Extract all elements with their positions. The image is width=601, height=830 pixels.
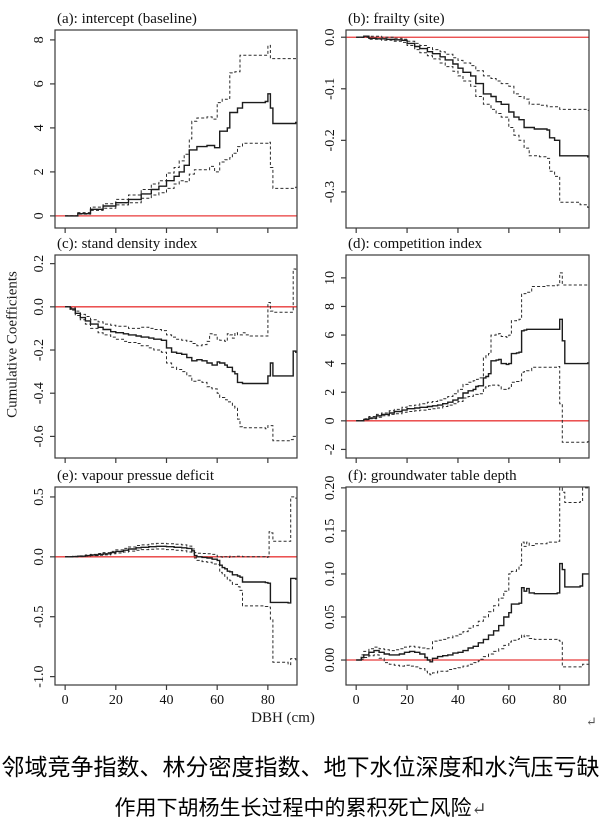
y-tick-label: -0.1 — [323, 78, 338, 100]
line-break-mark: ↵ — [586, 714, 597, 729]
y-tick-label: 0 — [323, 417, 338, 424]
panel-e-border — [54, 486, 298, 686]
y-tick-label: -0.6 — [32, 425, 47, 447]
x-tick-label: 0 — [353, 693, 360, 708]
estimate-curve — [65, 545, 297, 604]
x-tick-label: 40 — [159, 693, 173, 708]
panel-b-title: (b): frailty (site) — [348, 11, 445, 27]
estimate-curve — [65, 93, 297, 217]
y-tick-label: 0.15 — [323, 519, 338, 544]
y-tick-label: 2 — [32, 168, 47, 175]
y-tick-label: 0.0 — [323, 28, 338, 46]
x-tick-label: 40 — [451, 693, 465, 708]
lower-confidence-band — [65, 141, 297, 217]
y-tick-label: 0 — [32, 212, 47, 219]
x-tick-label: 80 — [553, 693, 567, 708]
x-axis-title: DBH (cm) — [251, 710, 315, 726]
x-tick-label: 20 — [400, 693, 414, 708]
upper-confidence-band — [65, 44, 297, 217]
lower-confidence-band — [65, 306, 297, 442]
y-tick-label: -0.5 — [32, 606, 47, 628]
statistical-figure: (a): intercept (baseline) 0 2 4 6 8 (b): frail… — [4, 11, 597, 729]
y-tick-label: 0.10 — [323, 562, 338, 587]
y-tick-label: -2 — [323, 444, 338, 456]
upper-confidence-band — [65, 268, 297, 347]
caption-text: 作用下胡杨生长过程中的累积死亡风险 — [114, 796, 472, 820]
estimate-curve — [356, 562, 589, 663]
y-tick-label: -0.2 — [32, 339, 47, 361]
panel-f-border — [345, 486, 590, 686]
panel-d-title: (d): competition index — [348, 236, 483, 252]
y-tick-label: 6 — [32, 80, 47, 87]
panel-e: (e): vapour pressue deficit 0 20 40 60 80 0.5 0… — [32, 468, 298, 708]
panel-b: (b): frailty (site) 0.0 -0.1 -0.2 -0.3 — [323, 11, 590, 233]
panel-b-border — [345, 29, 590, 229]
upper-confidence-band — [356, 272, 589, 422]
panel-a-border — [54, 29, 298, 229]
y-tick-label: 2 — [323, 389, 338, 396]
y-tick-label: 0.5 — [32, 488, 47, 506]
x-tick-label: 80 — [261, 693, 275, 708]
panel-f: (f): groundwater table depth 0 20 40 60 80 0.2… — [323, 468, 590, 708]
lower-confidence-band — [356, 366, 589, 443]
paragraph-return-mark: ↵ — [471, 799, 487, 819]
y-tick-label: 10 — [323, 271, 338, 285]
lower-confidence-band — [356, 634, 589, 676]
y-tick-label: 8 — [32, 36, 47, 43]
estimate-curve — [65, 306, 297, 385]
x-tick-label: 60 — [210, 693, 224, 708]
figure-caption-line-1: 邻域竞争指数、林分密度指数、地下水位深度和水汽压亏缺 — [1, 755, 600, 780]
estimate-curve — [356, 35, 589, 158]
y-tick-label: 0.2 — [32, 255, 47, 273]
y-tick-label: 0.0 — [32, 298, 47, 316]
upper-confidence-band — [356, 35, 589, 111]
upper-confidence-band — [65, 496, 297, 558]
estimate-curve — [356, 318, 589, 422]
figure-caption-line-2: 作用下胡杨生长过程中的累积死亡风险↵ — [0, 792, 601, 822]
upper-confidence-band — [356, 487, 589, 661]
y-tick-label: -1.0 — [32, 666, 47, 688]
y-tick-label: 4 — [32, 124, 47, 131]
y-tick-label: 0.05 — [323, 605, 338, 630]
panel-a-title: (a): intercept (baseline) — [57, 11, 197, 27]
x-tick-label: 0 — [62, 693, 69, 708]
y-tick-label: 0.00 — [323, 648, 338, 673]
panel-c: (c): stand density index 0.2 0.0 -0.2 -0.4 -0… — [32, 236, 298, 463]
panel-e-title: (e): vapour pressue deficit — [57, 468, 215, 484]
panel-d: (d): competition index 10 8 6 4 2 0 -2 — [323, 236, 590, 463]
panel-f-title: (f): groundwater table depth — [348, 468, 517, 484]
lower-confidence-band — [65, 548, 297, 666]
y-tick-label: -0.2 — [323, 129, 338, 151]
y-tick-label: -0.3 — [323, 181, 338, 203]
panel-d-border — [345, 254, 590, 459]
y-tick-label: 0.20 — [323, 476, 338, 501]
panel-c-border — [54, 254, 298, 459]
y-tick-label: 6 — [323, 332, 338, 339]
panel-c-title: (c): stand density index — [57, 236, 198, 252]
y-axis-title: Cumulative Coefficients — [4, 271, 21, 418]
six-panel-step-plot: (a): intercept (baseline) 0 2 4 6 8 (b): frail… — [32, 11, 590, 708]
y-tick-label: 8 — [323, 303, 338, 310]
y-tick-label: -0.4 — [32, 382, 47, 404]
x-tick-label: 20 — [109, 693, 123, 708]
lower-confidence-band — [356, 36, 589, 208]
x-tick-label: 60 — [502, 693, 516, 708]
y-tick-label: 4 — [323, 360, 338, 367]
y-tick-label: 0.0 — [32, 548, 47, 566]
panel-a: (a): intercept (baseline) 0 2 4 6 8 — [32, 11, 298, 233]
